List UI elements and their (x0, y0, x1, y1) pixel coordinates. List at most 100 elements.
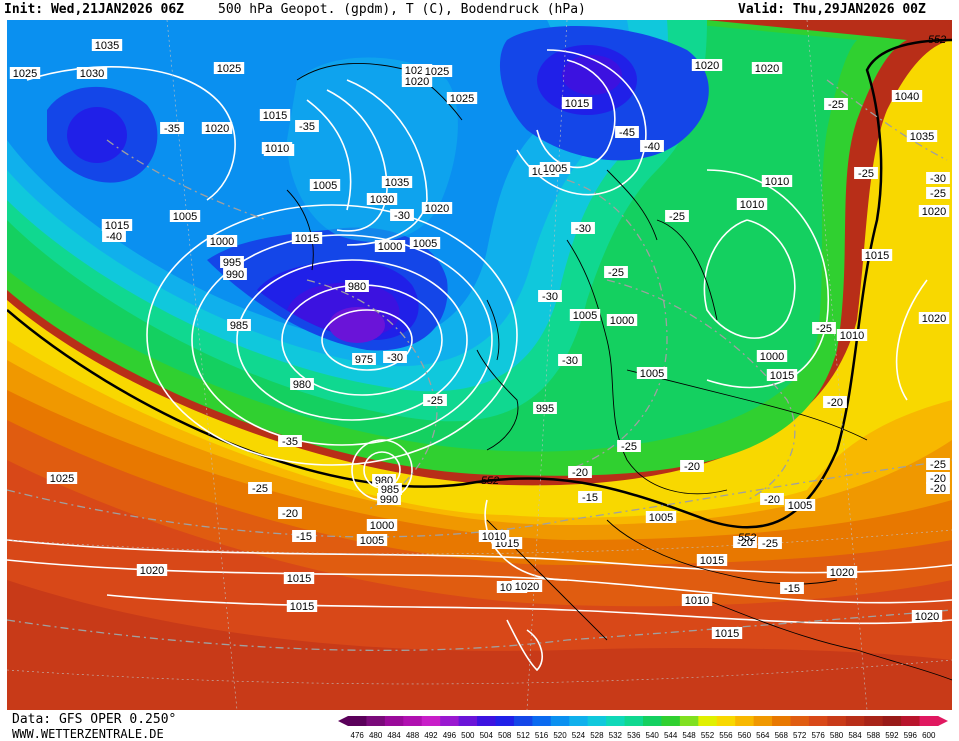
scale-tick-label: 492 (424, 731, 438, 740)
svg-text:-20: -20 (737, 537, 753, 549)
pressure-label: 1000 (606, 314, 638, 327)
pressure-label: 1015 (101, 219, 133, 232)
svg-text:1005: 1005 (413, 238, 437, 250)
pressure-label: 1030 (366, 193, 398, 206)
website-credit: WWW.WETTERZENTRALE.DE (12, 727, 164, 741)
field-band-556 (7, 40, 952, 525)
svg-text:1015: 1015 (565, 98, 589, 110)
svg-text:1020: 1020 (922, 206, 946, 218)
svg-text:1015: 1015 (105, 220, 129, 232)
pressure-label: 1005 (409, 237, 441, 250)
svg-text:1020: 1020 (755, 63, 779, 75)
temperature-label: -30 (558, 354, 582, 367)
scale-swatch (901, 716, 921, 726)
pressure-label: 1015 (861, 249, 893, 262)
svg-text:1005: 1005 (360, 535, 384, 547)
scale-swatch (495, 716, 515, 726)
scale-swatch (477, 716, 496, 726)
pressure-label: 1015 (696, 554, 728, 567)
svg-text:1020: 1020 (425, 203, 449, 215)
pressure-label: 1015 (259, 109, 291, 122)
svg-text:1010: 1010 (765, 176, 789, 188)
pressure-label: 1020 (401, 75, 433, 88)
pressure-label: 1005 (539, 162, 571, 175)
svg-text:1020: 1020 (140, 565, 164, 577)
temperature-labels: -35 -35-40-30-45-40-30-25-30-25-30 -30-25-… (102, 98, 950, 595)
temperature-label: -20 (568, 466, 592, 479)
pressure-label: 1015 (711, 627, 743, 640)
temperature-label: -25 (926, 458, 950, 471)
temperature-label: -25 (812, 322, 836, 335)
pressure-labels: 1035 1025 1030 1025 1020 1025 1025 1015 1010 1020… (9, 39, 950, 640)
pressure-label: 995 (220, 256, 244, 269)
scale-swatch (440, 716, 460, 726)
pressure-label: 1005 (569, 309, 601, 322)
svg-text:1040: 1040 (895, 91, 919, 103)
geopotential-label: 552 (738, 532, 756, 544)
scale-swatch (661, 716, 681, 726)
scale-swatch (348, 716, 367, 726)
svg-text:-35: -35 (299, 121, 315, 133)
pressure-label: 1020 (136, 564, 168, 577)
pressure-label: 1025 (46, 472, 78, 485)
scale-tick-label: 544 (664, 731, 678, 740)
scale-tick-label: 572 (793, 731, 807, 740)
scale-swatch (569, 716, 589, 726)
svg-text:-15: -15 (784, 583, 800, 595)
temperature-label: -15 (780, 582, 804, 595)
svg-text:-30: -30 (542, 291, 558, 303)
pressure-label: 1005 (309, 179, 341, 192)
scale-swatch (550, 716, 570, 726)
svg-text:-25: -25 (930, 188, 946, 200)
scale-tick-label: 556 (719, 731, 733, 740)
scale-swatch (513, 716, 533, 726)
scale-tick-label: 520 (553, 731, 567, 740)
init-time: Init: Wed,21JAN2026 06Z (4, 2, 185, 17)
temperature-label: -20 (926, 482, 950, 495)
svg-text:1005: 1005 (788, 500, 812, 512)
svg-text:-25: -25 (816, 323, 832, 335)
pressure-label: 1030 (76, 67, 108, 80)
pressure-label: 1020 (918, 312, 950, 325)
temperature-label: -25 (248, 482, 272, 495)
geopot-552-line (7, 38, 952, 529)
svg-text:1010: 1010 (265, 143, 289, 155)
svg-text:-25: -25 (252, 483, 268, 495)
temperature-label: -15 (578, 491, 602, 504)
scale-swatch (808, 716, 828, 726)
pressure-label: 1015 (286, 600, 318, 613)
scale-tick-label: 508 (498, 731, 512, 740)
scale-tick-label: 552 (701, 731, 715, 740)
pressure-label: 1005 (784, 499, 816, 512)
svg-text:1005: 1005 (173, 211, 197, 223)
pressure-label: 1000 (366, 519, 398, 532)
temperature-label: -40 (102, 230, 126, 243)
svg-text:1020: 1020 (830, 567, 854, 579)
svg-text:-20: -20 (827, 397, 843, 409)
pressure-label: 1010 (261, 142, 293, 155)
scale-tick-label: 532 (609, 731, 623, 740)
svg-text:1000: 1000 (210, 236, 234, 248)
scale-swatch (403, 716, 423, 726)
svg-text:1005: 1005 (573, 310, 597, 322)
svg-text:990: 990 (380, 494, 398, 506)
temperature-label: -25 (854, 167, 878, 180)
svg-text:1005: 1005 (640, 368, 664, 380)
temperature-label: -35 (160, 122, 184, 135)
field-band-560 (7, 320, 952, 540)
pressure-label: 1035 (906, 130, 938, 143)
svg-text:1010: 1010 (840, 330, 864, 342)
pressure-label: 1015 (291, 232, 323, 245)
svg-text:1015: 1015 (770, 370, 794, 382)
svg-text:1020: 1020 (405, 76, 429, 88)
pressure-label: 1020 (421, 202, 453, 215)
scale-swatch (772, 716, 791, 726)
svg-text:1000: 1000 (370, 520, 394, 532)
scale-swatch (845, 716, 865, 726)
geopotential-label: 552 (928, 34, 946, 46)
svg-text:1035: 1035 (95, 40, 119, 52)
scale-tick-label: 568 (775, 731, 789, 740)
svg-text:1015: 1015 (263, 110, 287, 122)
svg-text:-25: -25 (828, 99, 844, 111)
scale-tick-label: 580 (830, 731, 844, 740)
